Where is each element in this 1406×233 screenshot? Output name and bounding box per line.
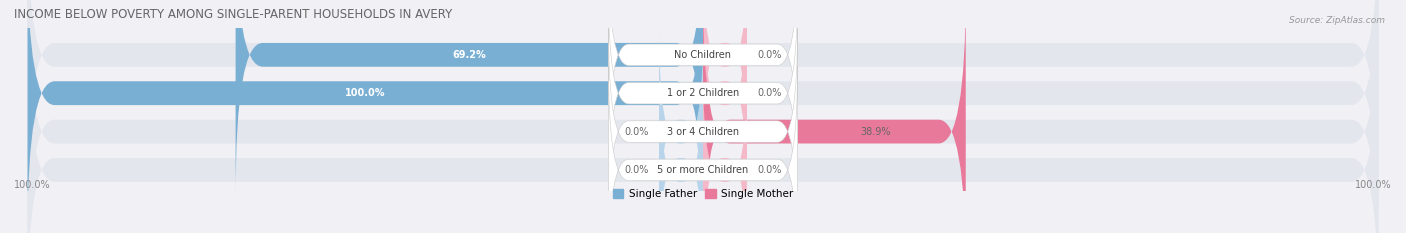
FancyBboxPatch shape [609, 65, 797, 233]
Text: 1 or 2 Children: 1 or 2 Children [666, 88, 740, 98]
FancyBboxPatch shape [28, 28, 1378, 233]
FancyBboxPatch shape [609, 0, 797, 198]
Text: 5 or more Children: 5 or more Children [658, 165, 748, 175]
FancyBboxPatch shape [236, 0, 703, 196]
FancyBboxPatch shape [609, 27, 797, 233]
FancyBboxPatch shape [28, 0, 1378, 233]
FancyBboxPatch shape [659, 67, 703, 233]
FancyBboxPatch shape [703, 0, 747, 196]
FancyBboxPatch shape [28, 0, 1378, 196]
Text: 0.0%: 0.0% [756, 165, 782, 175]
Text: Source: ZipAtlas.com: Source: ZipAtlas.com [1289, 16, 1385, 25]
FancyBboxPatch shape [609, 0, 797, 159]
Text: 69.2%: 69.2% [453, 50, 486, 60]
Text: 0.0%: 0.0% [756, 88, 782, 98]
FancyBboxPatch shape [703, 67, 747, 233]
FancyBboxPatch shape [703, 0, 747, 158]
Text: 0.0%: 0.0% [624, 165, 650, 175]
FancyBboxPatch shape [28, 0, 1378, 233]
Text: No Children: No Children [675, 50, 731, 60]
Text: 0.0%: 0.0% [756, 50, 782, 60]
Text: 100.0%: 100.0% [1355, 180, 1392, 190]
FancyBboxPatch shape [703, 0, 966, 233]
Text: 100.0%: 100.0% [14, 180, 51, 190]
Text: 100.0%: 100.0% [344, 88, 385, 98]
Text: INCOME BELOW POVERTY AMONG SINGLE-PARENT HOUSEHOLDS IN AVERY: INCOME BELOW POVERTY AMONG SINGLE-PARENT… [14, 8, 453, 21]
Legend: Single Father, Single Mother: Single Father, Single Mother [613, 189, 793, 199]
Text: 3 or 4 Children: 3 or 4 Children [666, 127, 740, 137]
Text: 0.0%: 0.0% [624, 127, 650, 137]
FancyBboxPatch shape [659, 28, 703, 233]
FancyBboxPatch shape [28, 0, 703, 233]
Text: 38.9%: 38.9% [860, 127, 891, 137]
